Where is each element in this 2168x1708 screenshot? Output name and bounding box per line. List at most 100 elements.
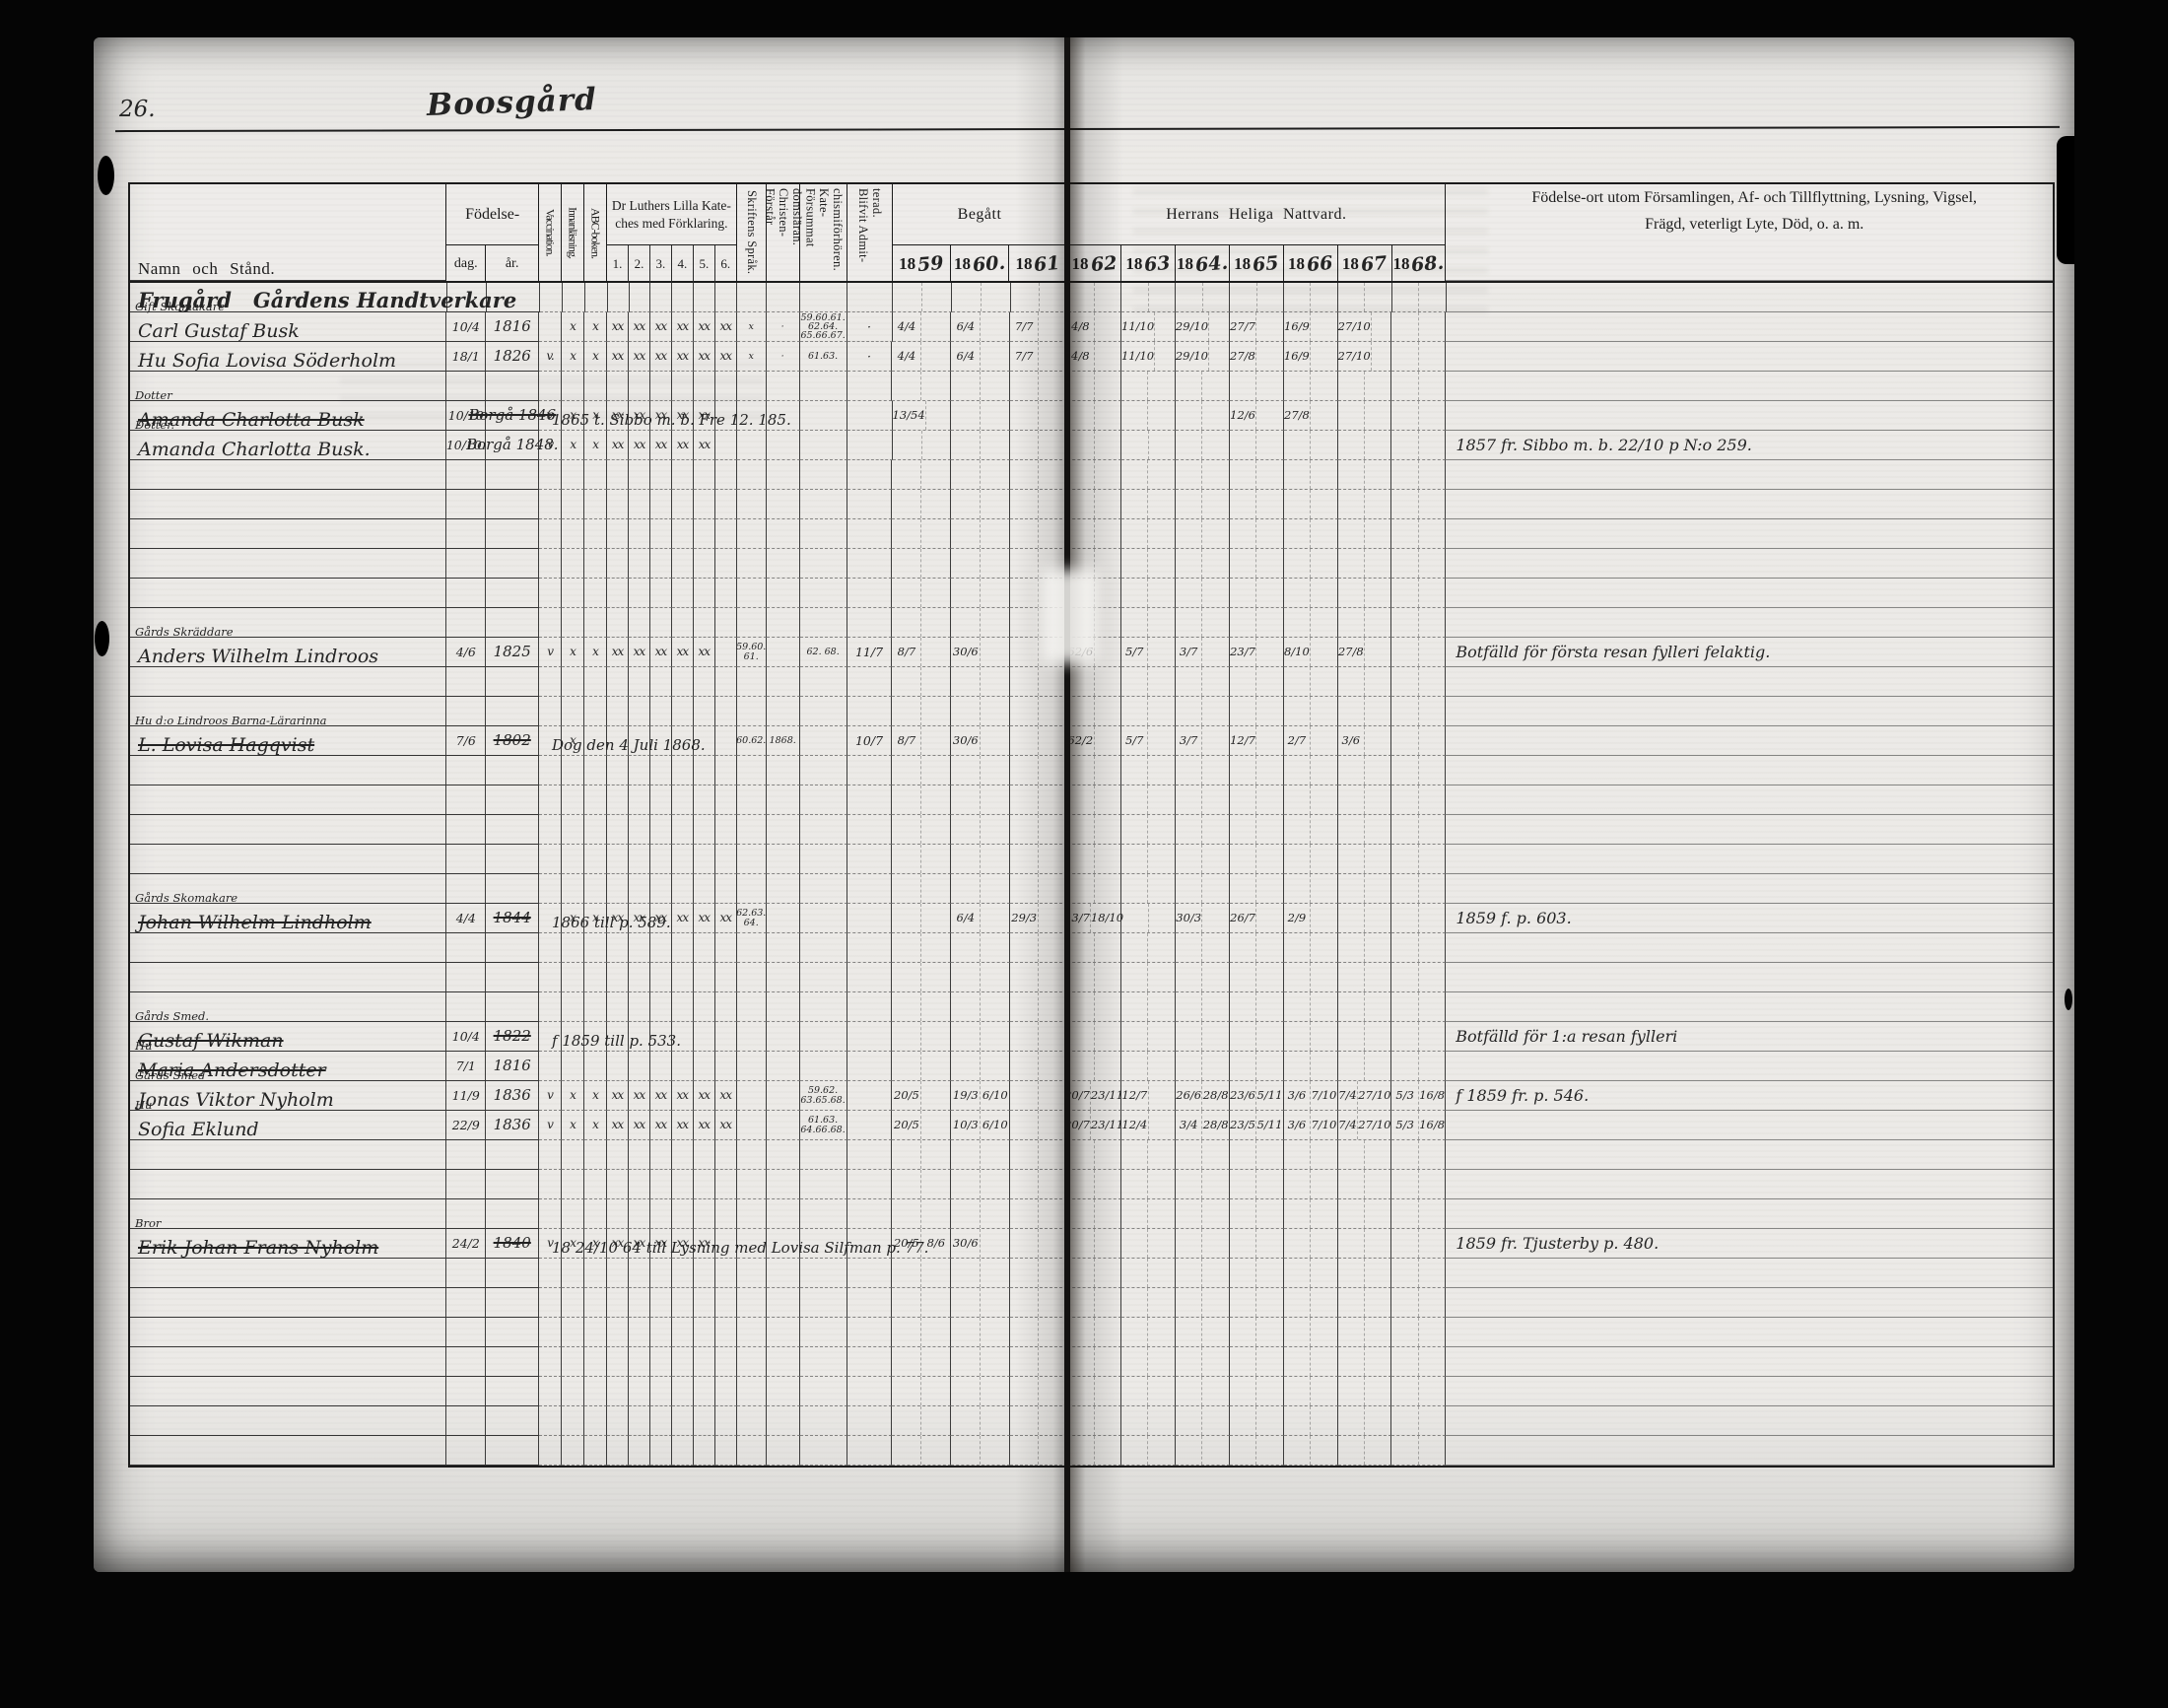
communion-cell-1863 <box>1120 1170 1176 1199</box>
communion-cell-1861 <box>1010 786 1068 815</box>
communion-cell-1859 <box>892 1377 952 1406</box>
catechism-cell-2: xx <box>628 1111 650 1140</box>
catechism-cell-1 <box>607 579 629 608</box>
catechism-cell-3 <box>649 490 672 519</box>
abc-book-cell <box>584 1288 608 1318</box>
understands-doctrine-cell <box>766 519 800 549</box>
scripture-language-cell <box>737 283 768 312</box>
communion-cell-1861 <box>1010 1347 1068 1377</box>
vaccination-cell <box>539 579 563 608</box>
missed-examinations-cell <box>799 963 847 992</box>
remarks-cell <box>1446 401 2054 431</box>
table-row <box>130 460 2053 490</box>
catechism-cell-4 <box>672 283 695 312</box>
missed-examinations-cell <box>799 1347 847 1377</box>
catechism-cell-2 <box>628 608 650 638</box>
admitted-cell <box>847 1052 893 1081</box>
header-remarks-line1: Födelse-ort utom Församlingen, Af- och T… <box>1531 189 1978 206</box>
catechism-cell-5 <box>693 726 715 756</box>
birth-year-cell <box>486 874 540 904</box>
catechism-cell-4 <box>671 1406 694 1436</box>
catechism-cell-3: xx <box>649 1229 672 1259</box>
communion-cell-1868 <box>1391 283 1447 312</box>
abc-book-cell <box>584 786 608 815</box>
communion-cell-1864: 3/7 <box>1175 726 1230 756</box>
communion-cell-1860 <box>951 963 1011 992</box>
communion-cell-1860 <box>951 815 1011 845</box>
communion-cell-1865: 26/7 <box>1229 904 1284 933</box>
vaccination-cell <box>539 756 563 786</box>
birth-day-cell <box>446 372 487 401</box>
scripture-language-cell <box>736 549 767 579</box>
communion-cell-1860 <box>951 933 1011 963</box>
vaccination-cell: v. <box>539 342 563 372</box>
communion-cell-1866 <box>1283 992 1338 1022</box>
catechism-cell-2 <box>628 815 650 845</box>
missed-examinations-cell <box>799 1140 847 1170</box>
abc-book-cell: x <box>584 1111 607 1140</box>
communion-cell-1867 <box>1337 490 1392 519</box>
communion-cell-1865 <box>1229 372 1284 401</box>
catechism-cell-3 <box>649 756 672 786</box>
birth-day-cell <box>446 667 487 697</box>
communion-cell-1868 <box>1391 874 1447 904</box>
understands-doctrine-cell <box>766 963 800 992</box>
communion-cell-1865 <box>1229 963 1284 992</box>
scripture-language-cell <box>736 1199 767 1229</box>
communion-cell-1865 <box>1229 667 1284 697</box>
communion-cell-1861 <box>1010 756 1068 786</box>
name-cell <box>130 372 447 401</box>
header-scripture-language: Skriftens Språk. <box>737 184 767 281</box>
catechism-cell-4: xx <box>671 904 694 933</box>
catechism-cell-6 <box>714 1288 737 1318</box>
birth-year-cell <box>486 1436 540 1466</box>
communion-cell-1864 <box>1175 1052 1230 1081</box>
row-annotation: Dog den 4 Juli 1868. <box>552 735 706 754</box>
abc-book-cell <box>584 1259 608 1288</box>
admitted-cell <box>847 1436 893 1466</box>
catechism-cell-3 <box>649 1052 672 1081</box>
communion-cell-1866 <box>1283 697 1338 726</box>
communion-cell-1860 <box>951 431 1011 460</box>
catechism-cell-3 <box>649 549 672 579</box>
scripture-language-cell <box>736 1022 767 1052</box>
admitted-cell <box>847 904 893 933</box>
communion-cell-1867: 27/8 <box>1337 638 1392 667</box>
communion-cell-1861 <box>1010 490 1068 519</box>
communion-cell-1860 <box>951 845 1011 874</box>
communion-cell-1865 <box>1229 1229 1284 1259</box>
catechism-cell-4 <box>671 1288 694 1318</box>
catechism-cell-3: xx <box>649 1111 672 1140</box>
scripture-language-cell <box>736 992 767 1022</box>
catechism-cell-2 <box>628 786 650 815</box>
abc-book-cell <box>584 549 608 579</box>
catechism-cell-5 <box>693 579 715 608</box>
row-name: Amanda Charlotta Busk. <box>138 438 371 460</box>
catechism-cell-5 <box>693 963 715 992</box>
communion-cell-1865 <box>1229 1436 1284 1466</box>
reading-cell <box>562 697 585 726</box>
abc-book-cell: x <box>584 904 607 933</box>
communion-cell-1865: 27/7 <box>1229 312 1284 342</box>
vaccination-cell <box>539 1199 563 1229</box>
catechism-cell-4: xx <box>671 342 694 372</box>
communion-cell-1868 <box>1391 1318 1447 1347</box>
catechism-cell-2: xx <box>628 904 650 933</box>
communion-cell-1860: 6/4 <box>951 312 1011 342</box>
understands-doctrine-cell <box>766 933 800 963</box>
scripture-language-cell <box>736 667 767 697</box>
catechism-col-6: 6. <box>720 256 731 271</box>
communion-cell-1861: 29/3 <box>1010 904 1068 933</box>
abc-book-cell: x <box>584 342 608 372</box>
communion-cell-1862 <box>1067 815 1121 845</box>
remarks-cell <box>1446 1406 2053 1436</box>
remarks-cell <box>1446 667 2053 697</box>
understands-doctrine-cell <box>766 1318 800 1347</box>
name-cell: Hu Maria Andersdotter <box>130 1040 447 1081</box>
communion-cell-1866 <box>1283 549 1338 579</box>
catechism-cell-6 <box>714 401 737 431</box>
table-row <box>130 490 2053 519</box>
communion-cell-1868 <box>1391 401 1447 431</box>
birth-year-cell <box>486 283 540 312</box>
birth-year-cell <box>486 1377 540 1406</box>
